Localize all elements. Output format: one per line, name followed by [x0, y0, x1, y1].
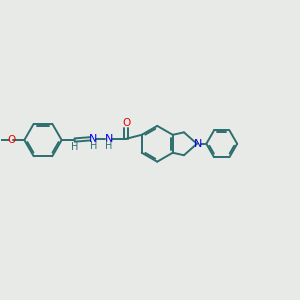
Text: H: H: [90, 141, 97, 151]
Text: O: O: [7, 135, 15, 145]
Text: H: H: [71, 142, 78, 152]
Text: O: O: [122, 118, 130, 128]
Text: N: N: [89, 134, 98, 144]
Text: N: N: [194, 139, 202, 149]
Text: H: H: [105, 141, 112, 151]
Text: N: N: [104, 134, 113, 144]
